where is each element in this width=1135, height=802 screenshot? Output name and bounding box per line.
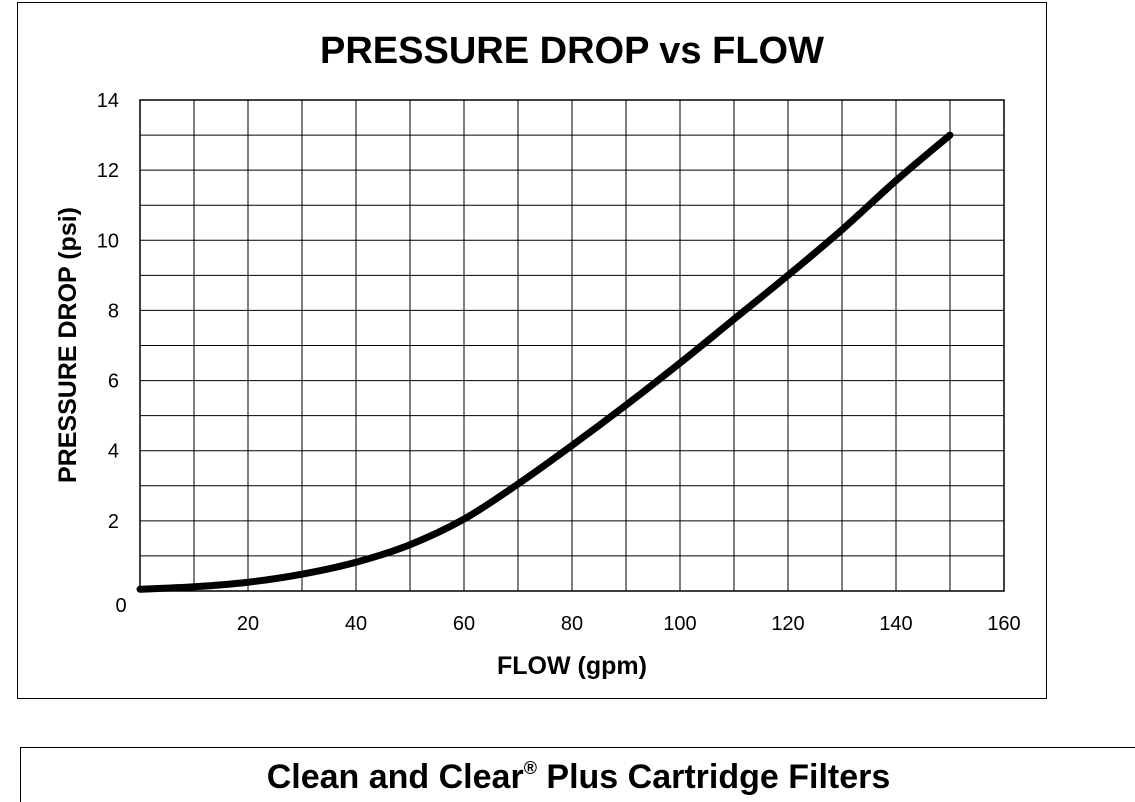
grid	[140, 100, 1004, 591]
x-tick-label: 80	[561, 613, 583, 635]
x-tick-label: 140	[879, 613, 912, 635]
footer-title: Clean and Clear® Plus Cartridge Filters	[21, 758, 1135, 797]
footer-title-suffix: Plus Cartridge Filters	[536, 758, 891, 796]
y-tick-label: 2	[108, 511, 119, 533]
y-tick-label: 6	[108, 371, 119, 393]
y-tick-label: 4	[108, 441, 119, 463]
y-tick-label: 14	[97, 90, 119, 112]
y-tick-label: 12	[97, 160, 119, 182]
x-tick-label: 20	[237, 613, 259, 635]
x-tick-label: 100	[663, 613, 696, 635]
footer-box: Clean and Clear® Plus Cartridge Filters	[20, 747, 1135, 802]
x-tick-labels: 20 40 60 80 100 120 140 160	[237, 613, 1021, 635]
series-line	[136, 131, 954, 593]
y-tick-label: 8	[108, 300, 119, 322]
x-tick-label: 160	[987, 613, 1020, 635]
registered-mark: ®	[523, 758, 537, 778]
y-tick-labels: 2 4 6 8 10 12 14	[97, 90, 119, 533]
y-zero-label: 0	[115, 595, 126, 617]
footer-title-main: Clean and Clear	[266, 758, 524, 796]
chart-frame	[17, 2, 1047, 699]
plot-border	[139, 99, 1005, 592]
y-axis-label: PRESSURE DROP (psi)	[54, 207, 82, 483]
y-tick-label: 10	[97, 230, 119, 252]
x-tick-label: 40	[345, 613, 367, 635]
x-tick-label: 60	[453, 613, 475, 635]
x-tick-label: 120	[771, 613, 804, 635]
x-axis-label: FLOW (gpm)	[497, 652, 647, 680]
chart-title: PRESSURE DROP vs FLOW	[320, 30, 824, 72]
